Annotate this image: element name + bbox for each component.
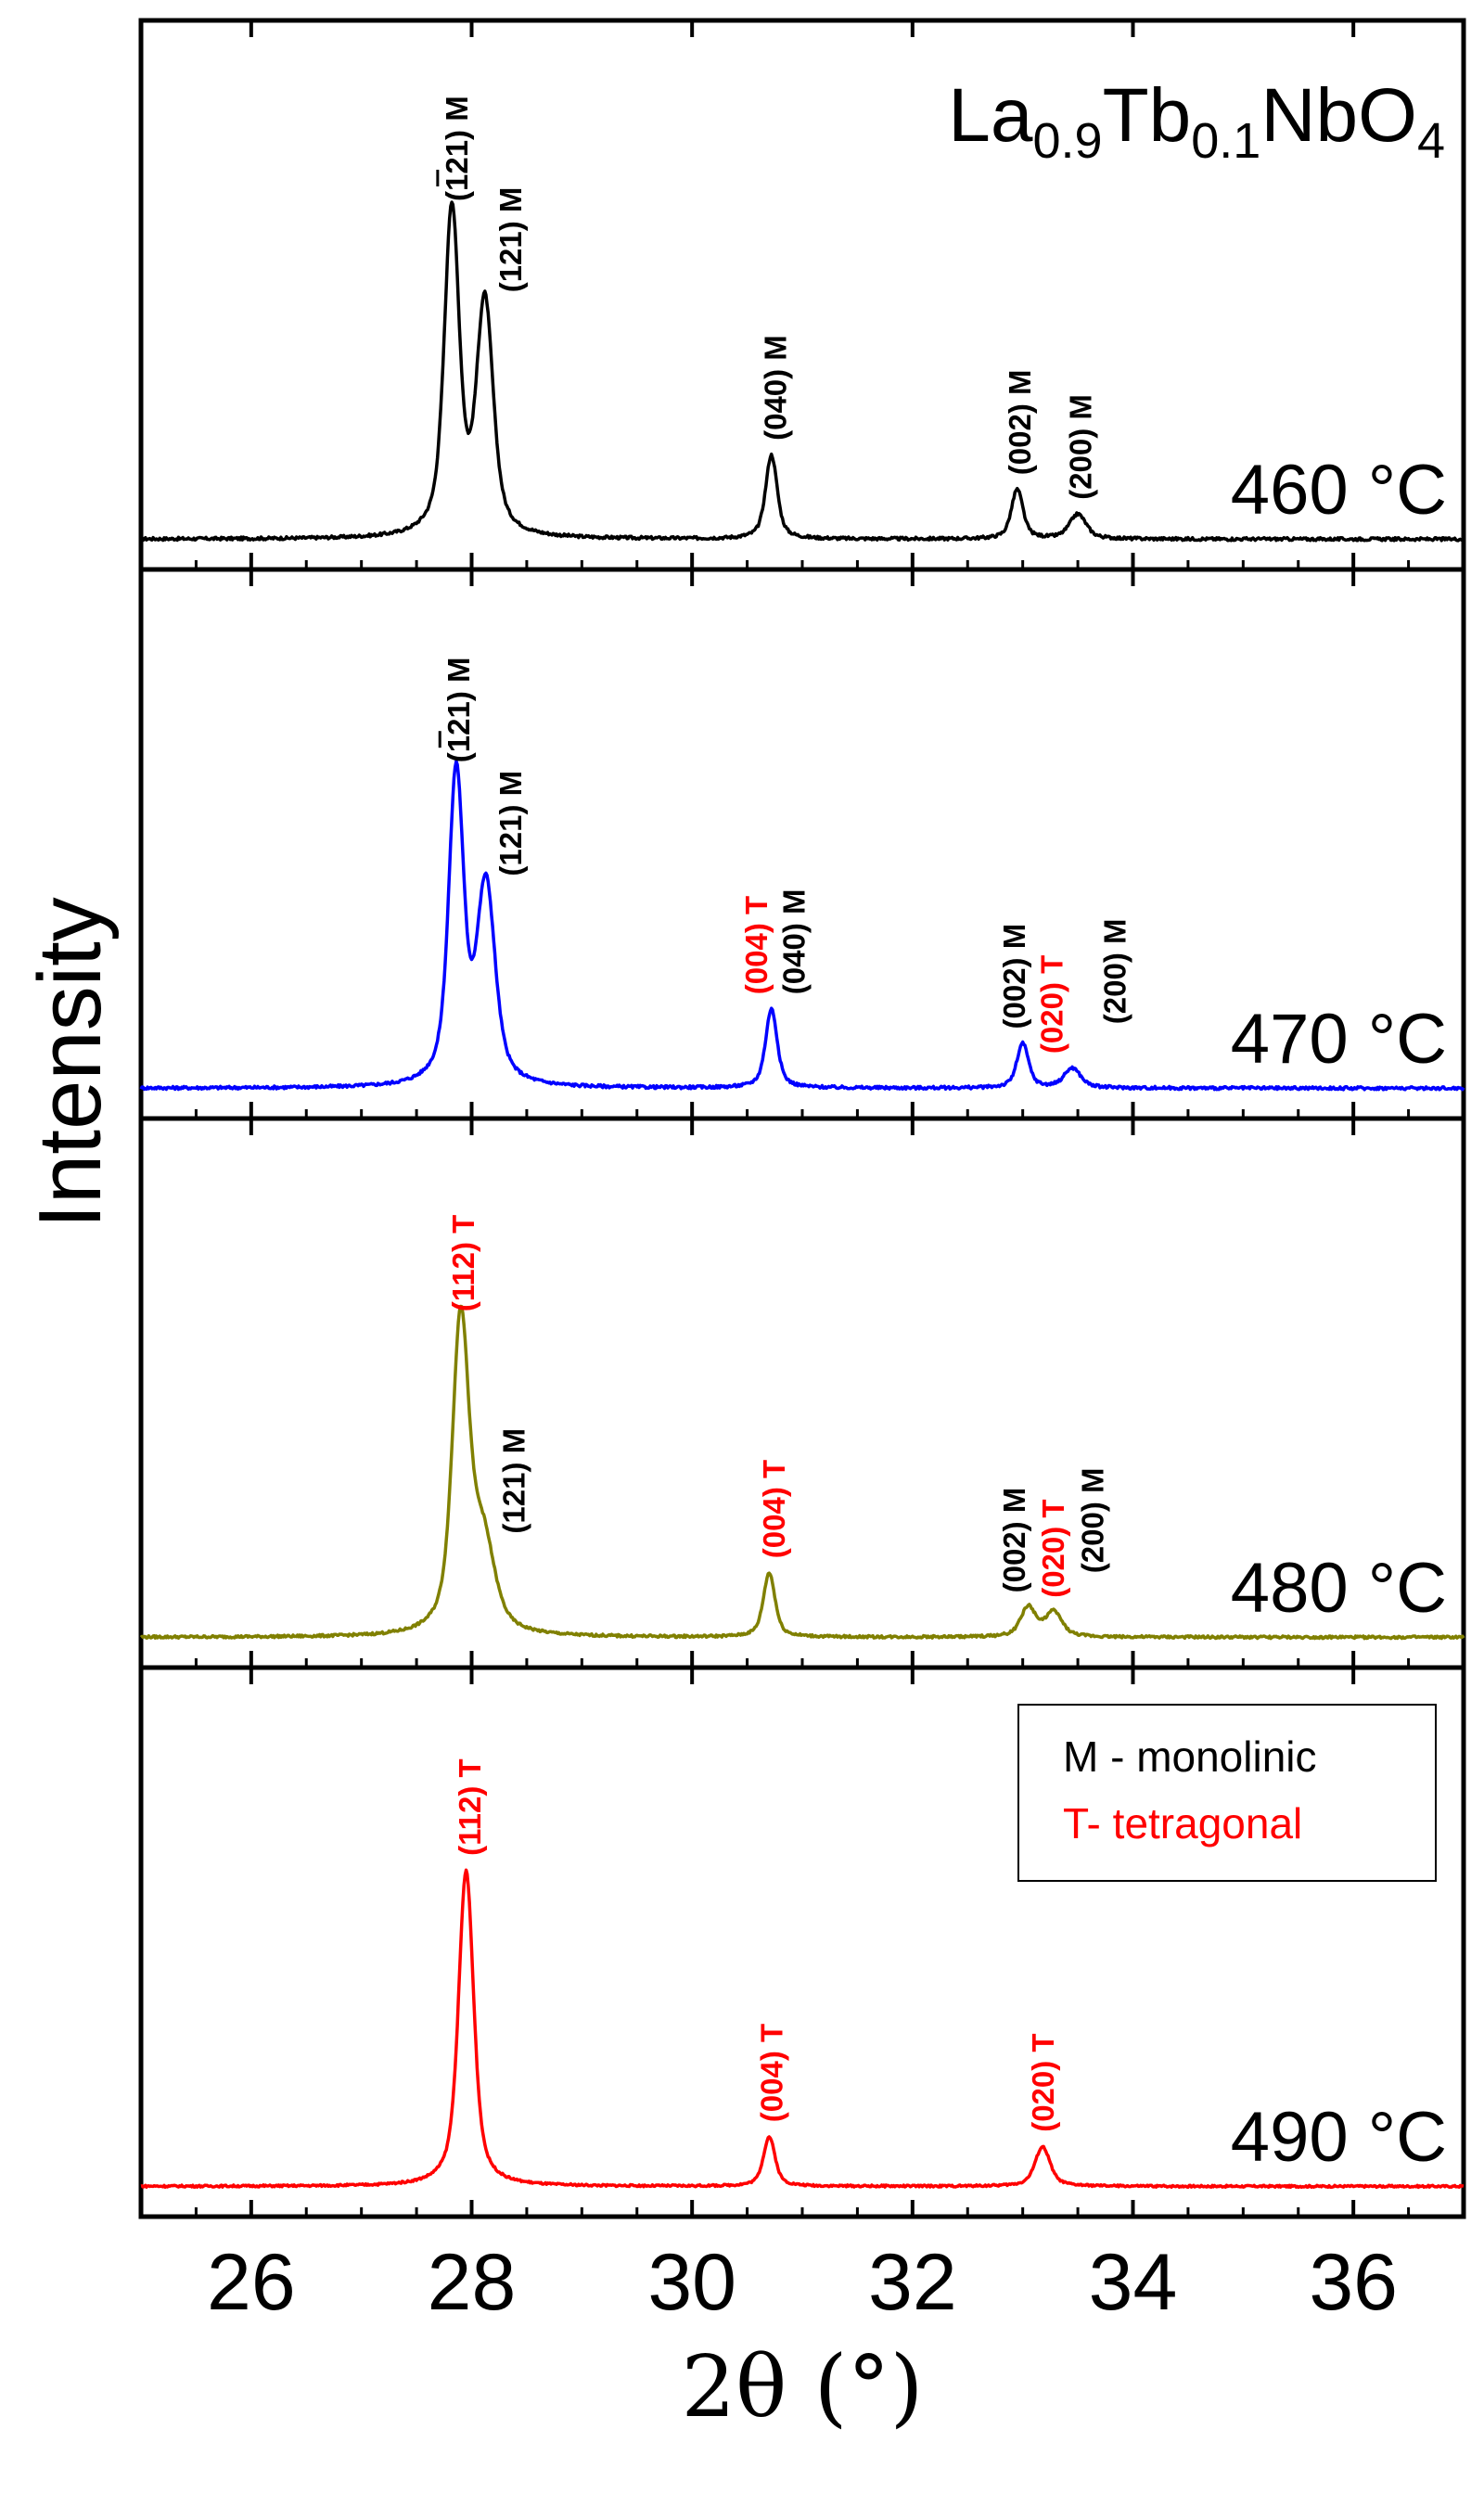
peak-label: (200) M	[1076, 1467, 1110, 1573]
y-axis-label: Intensity	[20, 897, 120, 1229]
peak-label: (112) T	[453, 1758, 487, 1856]
temperature-label: 470 °C	[1231, 1000, 1447, 1079]
temperature-label: 460 °C	[1231, 451, 1447, 530]
peak-label: (121) M	[441, 657, 476, 762]
peak-label: (121) M	[440, 96, 474, 201]
peak-label: (002) M	[1003, 369, 1037, 475]
peak-label: (040) M	[777, 889, 812, 994]
peak-label: (020) T	[1026, 2033, 1060, 2131]
peak-label: (112) T	[446, 1215, 480, 1312]
xrd-curve-2	[139, 760, 1465, 1092]
x-axis-label: 2θ (°)	[682, 2337, 924, 2436]
peak-label: (002) M	[997, 924, 1031, 1029]
peak-label: (200) M	[1097, 918, 1132, 1024]
x-tick-label: 30	[647, 2238, 736, 2327]
x-tick-label: 34	[1089, 2238, 1178, 2327]
legend-entry: T- tetragonal	[1063, 1799, 1302, 1847]
temperature-label: 490 °C	[1231, 2098, 1447, 2177]
peak-label: (121) M	[497, 1428, 531, 1534]
legend-entry: M - monolinic	[1063, 1732, 1317, 1781]
xrd-curve-3	[139, 1304, 1465, 1641]
peak-label: (121) M	[493, 187, 528, 293]
x-tick-label: 26	[207, 2238, 296, 2327]
peak-label: (002) M	[997, 1488, 1031, 1593]
x-tick-label: 36	[1309, 2238, 1398, 2327]
temperature-label: 480 °C	[1231, 1549, 1447, 1628]
xrd-curve-1	[140, 200, 1465, 543]
peak-label: (200) M	[1064, 394, 1098, 500]
peak-label: (121) M	[493, 771, 528, 876]
xrd-curve-4	[140, 1868, 1465, 2190]
peak-label: (004) T	[757, 1460, 791, 1558]
x-tick-label: 32	[868, 2238, 957, 2327]
peak-label: (020) T	[1036, 1499, 1070, 1597]
peak-label: (004) T	[739, 896, 774, 994]
x-tick-label: 28	[428, 2238, 517, 2327]
legend-box	[1017, 1704, 1437, 1882]
compound-formula: La0.9Tb0.1NbO4	[948, 73, 1445, 169]
peak-label: (020) T	[1035, 955, 1069, 1054]
peak-label: (004) T	[755, 2024, 789, 2122]
peak-label: (040) M	[758, 335, 792, 441]
